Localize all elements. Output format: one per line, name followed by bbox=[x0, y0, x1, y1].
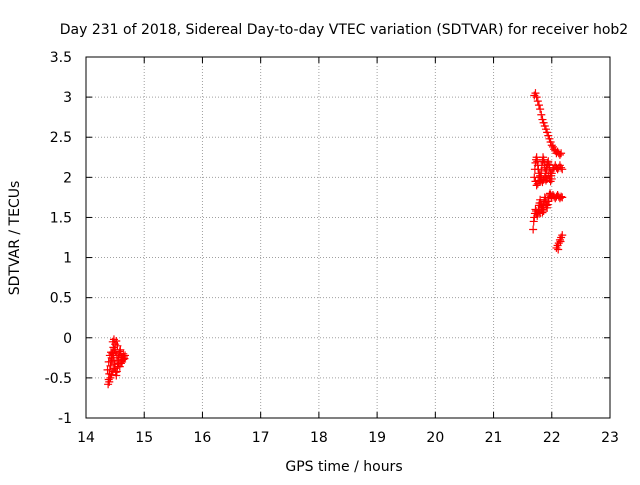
data-point bbox=[557, 149, 566, 158]
y-tick-label: 2.5 bbox=[50, 130, 72, 146]
x-tick-label: 22 bbox=[543, 430, 561, 446]
x-tick-label: 15 bbox=[135, 430, 153, 446]
x-tick-label: 17 bbox=[252, 430, 270, 446]
data-point bbox=[113, 341, 122, 350]
data-point bbox=[555, 150, 564, 159]
data-point bbox=[119, 355, 128, 364]
data-point bbox=[558, 231, 567, 240]
data-point bbox=[538, 208, 547, 217]
y-tick-label: 1 bbox=[63, 251, 72, 267]
plot-frame bbox=[85, 56, 611, 419]
data-point bbox=[532, 93, 541, 102]
y-tick-label: -1 bbox=[58, 411, 72, 427]
data-points bbox=[103, 89, 567, 389]
data-point bbox=[107, 348, 116, 357]
grid-lines bbox=[86, 57, 610, 418]
data-point bbox=[537, 110, 546, 119]
data-point bbox=[554, 245, 563, 254]
data-point bbox=[558, 193, 567, 202]
x-tick-labels: 14 15 16 17 18 19 20 21 22 23 bbox=[77, 430, 619, 446]
data-point bbox=[556, 237, 565, 246]
data-point bbox=[541, 176, 550, 185]
data-point bbox=[112, 336, 121, 345]
y-tick-label: 2 bbox=[63, 170, 72, 186]
y-tick-label: 0 bbox=[63, 331, 72, 347]
data-point bbox=[532, 181, 541, 190]
data-point bbox=[557, 192, 566, 201]
data-point bbox=[534, 101, 543, 110]
data-point bbox=[109, 364, 118, 373]
chart-title: Day 231 of 2018, Sidereal Day-to-day VTE… bbox=[60, 22, 628, 38]
x-tick-label: 20 bbox=[426, 430, 444, 446]
y-tick-label: -0.5 bbox=[45, 371, 72, 387]
x-tick-label: 23 bbox=[601, 430, 619, 446]
data-point bbox=[536, 105, 545, 114]
y-tick-label: 3 bbox=[63, 90, 72, 106]
data-point bbox=[105, 377, 114, 386]
y-tick-label: 0.5 bbox=[50, 291, 72, 307]
data-point bbox=[108, 356, 117, 365]
data-point bbox=[558, 165, 567, 174]
y-tick-labels: -1 -0.5 0 0.5 1 1.5 2 2.5 3 3.5 bbox=[45, 50, 72, 427]
data-point bbox=[121, 351, 130, 360]
data-point bbox=[547, 174, 556, 183]
x-tick-label: 14 bbox=[77, 430, 95, 446]
x-tick-label: 16 bbox=[194, 430, 212, 446]
y-tick-label: 3.5 bbox=[50, 50, 72, 66]
x-tick-label: 18 bbox=[310, 430, 328, 446]
x-axis-label: GPS time / hours bbox=[285, 459, 402, 475]
y-tick-label: 1.5 bbox=[50, 210, 72, 226]
data-point bbox=[547, 141, 556, 150]
data-point bbox=[103, 365, 112, 374]
axis-ticks bbox=[85, 56, 611, 419]
x-tick-label: 21 bbox=[485, 430, 503, 446]
data-point bbox=[533, 97, 542, 106]
data-point bbox=[112, 351, 121, 360]
data-point bbox=[531, 89, 540, 98]
data-point bbox=[557, 163, 566, 172]
data-point bbox=[539, 207, 548, 216]
y-axis-label: SDTVAR / TECUs bbox=[7, 181, 23, 296]
data-point bbox=[529, 225, 538, 234]
data-point bbox=[116, 359, 125, 368]
x-tick-label: 19 bbox=[368, 430, 386, 446]
data-point bbox=[104, 357, 113, 366]
